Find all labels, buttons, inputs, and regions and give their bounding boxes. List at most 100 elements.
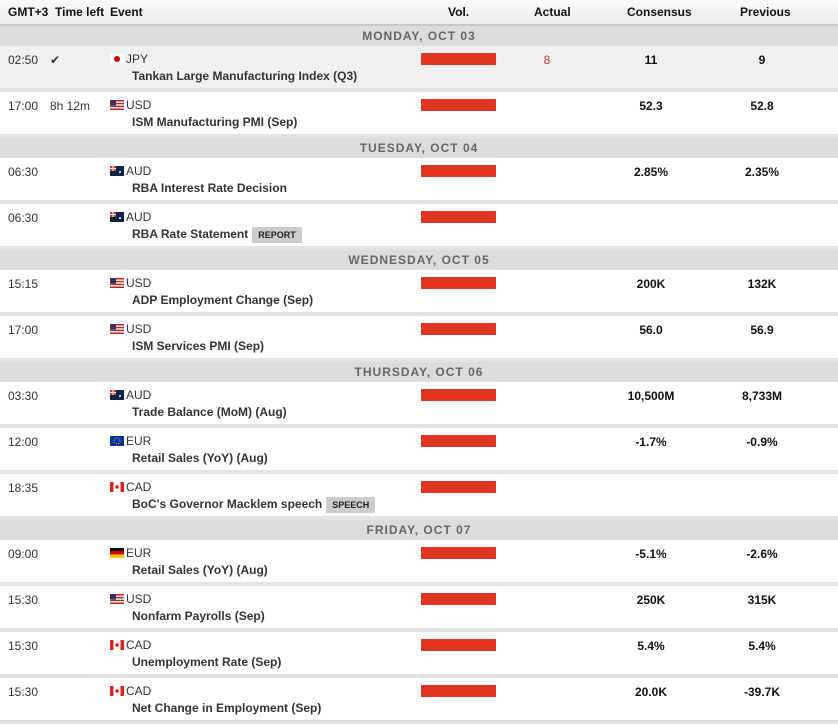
- flag-us-icon: [110, 323, 124, 334]
- volatility-bar: [421, 53, 496, 65]
- flag-jp-icon: [110, 53, 124, 64]
- consensus-value: 5.4%: [637, 639, 665, 653]
- currency: AUD: [126, 164, 152, 178]
- event-time: 12:00: [8, 435, 39, 449]
- flag-eu-icon: [110, 435, 124, 446]
- event-name-wrap[interactable]: Nonfarm Payrolls (Sep): [132, 609, 265, 623]
- event-name[interactable]: RBA Interest Rate Decision: [132, 181, 287, 195]
- volatility-bar: [421, 99, 496, 111]
- event-name-wrap[interactable]: Net Change in Employment (Sep): [132, 701, 321, 715]
- flag-au-icon: [110, 389, 124, 400]
- previous-value: 8,733M: [741, 389, 783, 403]
- event-row[interactable]: 18:35 CAD BoC's Governor Macklem speech S…: [0, 474, 838, 520]
- event-name[interactable]: ISM Manufacturing PMI (Sep): [132, 115, 298, 129]
- flag-de-icon: [110, 547, 124, 558]
- event-time: 15:30: [8, 639, 39, 653]
- event-name[interactable]: ISM Services PMI (Sep): [132, 339, 265, 353]
- event-row[interactable]: 06:30 AUD RBA Rate Statement REPORT: [0, 204, 838, 250]
- flag-au-icon: [110, 165, 124, 176]
- previous-value: -0.9%: [746, 435, 778, 449]
- event-name-wrap[interactable]: ISM Manufacturing PMI (Sep): [132, 115, 297, 129]
- event-time: 06:30: [8, 165, 39, 179]
- previous-value: -2.6%: [746, 547, 778, 561]
- currency: AUD: [126, 388, 152, 402]
- event-name-wrap[interactable]: Tankan Large Manufacturing Index (Q3): [132, 69, 357, 83]
- event-name[interactable]: Unemployment Rate (Sep): [132, 655, 282, 669]
- event-tag[interactable]: REPORT: [252, 227, 302, 243]
- consensus-value: -1.7%: [635, 435, 667, 449]
- event-time: 15:15: [8, 277, 39, 291]
- event-time: 17:00: [8, 323, 39, 337]
- consensus-value: 20.0K: [634, 685, 668, 699]
- consensus-value: 52.3: [639, 99, 663, 113]
- event-name-wrap[interactable]: ISM Services PMI (Sep): [132, 339, 264, 353]
- event-name-wrap[interactable]: Retail Sales (YoY) (Aug): [132, 451, 268, 465]
- flag-us-icon: [110, 99, 124, 110]
- previous-value: 9: [758, 53, 766, 67]
- event-time: 18:35: [8, 481, 39, 495]
- event-row[interactable]: 12:00 EUR Retail Sales (YoY) (Aug) -1.7%…: [0, 428, 838, 474]
- event-name[interactable]: Trade Balance (MoM) (Aug): [132, 405, 287, 419]
- previous-value: 52.8: [750, 99, 774, 113]
- day-header: TUESDAY, OCT 04: [0, 138, 838, 158]
- day-header: FRIDAY, OCT 07: [0, 520, 838, 540]
- event-name-wrap[interactable]: Retail Sales (YoY) (Aug): [132, 563, 268, 577]
- event-time: 09:00: [8, 547, 39, 561]
- volatility-bar: [421, 277, 496, 289]
- event-name-wrap[interactable]: RBA Rate Statement REPORT: [132, 227, 302, 243]
- flag-ca-icon: [110, 481, 124, 492]
- consensus-value: -5.1%: [635, 547, 667, 561]
- event-row[interactable]: 15:30 USD Nonfarm Payrolls (Sep) 250K 31…: [0, 586, 838, 632]
- event-name[interactable]: Tankan Large Manufacturing Index (Q3): [132, 69, 358, 83]
- col-actual: Actual: [534, 5, 571, 19]
- event-name[interactable]: Nonfarm Payrolls (Sep): [132, 609, 265, 623]
- time-left: 8h 12m: [50, 99, 91, 113]
- consensus-value: 200K: [636, 277, 666, 291]
- col-timezone[interactable]: GMT+3: [8, 5, 49, 19]
- previous-value: 132K: [747, 277, 777, 291]
- event-row[interactable]: 06:30 AUD RBA Interest Rate Decision 2.8…: [0, 158, 838, 204]
- currency: USD: [126, 322, 152, 336]
- consensus-value: 2.85%: [633, 165, 669, 179]
- event-row[interactable]: 09:00 EUR Retail Sales (YoY) (Aug) -5.1%…: [0, 540, 838, 586]
- event-name[interactable]: BoC's Governor Macklem speech: [132, 497, 323, 511]
- col-vol: Vol.: [448, 5, 470, 19]
- currency: JPY: [126, 52, 149, 66]
- actual-value: 8: [543, 53, 551, 67]
- event-time: 02:50: [8, 53, 39, 67]
- event-name[interactable]: Net Change in Employment (Sep): [132, 701, 322, 715]
- event-row[interactable]: 03:30 AUD Trade Balance (MoM) (Aug) 10,5…: [0, 382, 838, 428]
- volatility-bar: [421, 481, 496, 493]
- event-time: 03:30: [8, 389, 39, 403]
- event-name[interactable]: Retail Sales (YoY) (Aug): [132, 563, 268, 577]
- previous-value: 2.35%: [744, 165, 780, 179]
- previous-value: 5.4%: [748, 639, 776, 653]
- event-name-wrap[interactable]: ADP Employment Change (Sep): [132, 293, 313, 307]
- event-name[interactable]: Retail Sales (YoY) (Aug): [132, 451, 268, 465]
- event-name-wrap[interactable]: BoC's Governor Macklem speech SPEECH: [132, 497, 376, 513]
- currency: USD: [126, 98, 152, 112]
- flag-ca-icon: [110, 639, 124, 650]
- volatility-bar: [421, 593, 496, 605]
- event-name[interactable]: RBA Rate Statement: [132, 227, 249, 241]
- event-name-wrap[interactable]: Unemployment Rate (Sep): [132, 655, 281, 669]
- flag-us-icon: [110, 277, 124, 288]
- event-row[interactable]: 02:50 ✔ JPY Tankan Large Manufacturing I…: [0, 46, 838, 92]
- consensus-value: 10,500M: [627, 389, 675, 403]
- event-row[interactable]: 15:30 CAD Unemployment Rate (Sep) 5.4% 5…: [0, 632, 838, 678]
- col-consensus: Consensus: [627, 5, 692, 19]
- currency: EUR: [126, 546, 152, 560]
- event-name-wrap[interactable]: Trade Balance (MoM) (Aug): [132, 405, 287, 419]
- event-row[interactable]: 17:00 8h 12m USD ISM Manufacturing PMI (…: [0, 92, 838, 138]
- event-name[interactable]: ADP Employment Change (Sep): [132, 293, 314, 307]
- event-time: 06:30: [8, 211, 39, 225]
- previous-value: 56.9: [750, 323, 774, 337]
- event-name-wrap[interactable]: RBA Interest Rate Decision: [132, 181, 287, 195]
- event-tag[interactable]: SPEECH: [326, 497, 376, 513]
- event-row[interactable]: 17:00 USD ISM Services PMI (Sep) 56.0 56…: [0, 316, 838, 362]
- previous-value: -39.7K: [743, 685, 781, 699]
- event-row[interactable]: 15:30 CAD Net Change in Employment (Sep)…: [0, 678, 838, 724]
- table-header: GMT+3 Time left Event Vol. Actual Consen…: [0, 0, 838, 26]
- event-row[interactable]: 15:15 USD ADP Employment Change (Sep) 20…: [0, 270, 838, 316]
- currency: AUD: [126, 210, 152, 224]
